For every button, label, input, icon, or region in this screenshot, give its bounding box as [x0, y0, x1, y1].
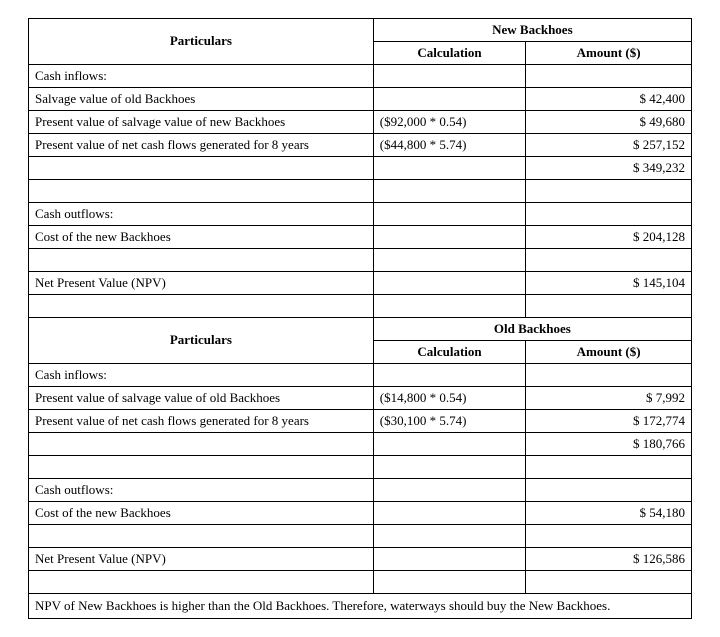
cell-amount: $ 49,680	[526, 111, 692, 134]
cell-calc	[373, 548, 525, 571]
cell-amount	[526, 180, 692, 203]
cell-amount: $ 54,180	[526, 502, 692, 525]
row-label: Present value of salvage value of old Ba…	[29, 387, 374, 410]
cell-calc	[373, 180, 525, 203]
table-row: Cash outflows:	[29, 479, 692, 502]
inflows-heading: Cash inflows:	[29, 65, 374, 88]
row-label: Present value of net cash flows generate…	[29, 410, 374, 433]
inflows-total: $ 180,766	[526, 433, 692, 456]
cell-amount: $ 42,400	[526, 88, 692, 111]
cell-calc	[373, 571, 525, 594]
table-row	[29, 295, 692, 318]
amount-header: Amount ($)	[526, 341, 692, 364]
cell-calc	[373, 203, 525, 226]
table-row	[29, 249, 692, 272]
row-label	[29, 180, 374, 203]
table-row: Present value of net cash flows generate…	[29, 410, 692, 433]
npv-comparison-table: Particulars New Backhoes Calculation Amo…	[28, 18, 692, 619]
outflows-heading: Cash outflows:	[29, 203, 374, 226]
cell-calc	[373, 65, 525, 88]
table-row: Cash outflows:	[29, 203, 692, 226]
cell-amount	[526, 295, 692, 318]
calculation-header: Calculation	[373, 42, 525, 65]
particulars-header: Particulars	[29, 19, 374, 65]
cell-calc: ($14,800 * 0.54)	[373, 387, 525, 410]
conclusion-text: NPV of New Backhoes is higher than the O…	[29, 594, 692, 619]
npv-amount: $ 126,586	[526, 548, 692, 571]
cell-calc	[373, 272, 525, 295]
table-row: $ 180,766	[29, 433, 692, 456]
row-label: Cost of the new Backhoes	[29, 226, 374, 249]
cell-amount	[526, 203, 692, 226]
table-row: Salvage value of old Backhoes $ 42,400	[29, 88, 692, 111]
row-label: Cost of the new Backhoes	[29, 502, 374, 525]
cell-calc: ($30,100 * 5.74)	[373, 410, 525, 433]
table-row	[29, 180, 692, 203]
cell-amount	[526, 65, 692, 88]
cell-calc	[373, 525, 525, 548]
table-row: Cash inflows:	[29, 364, 692, 387]
cell-calc	[373, 249, 525, 272]
cell-amount: $ 172,774	[526, 410, 692, 433]
npv-label: Net Present Value (NPV)	[29, 272, 374, 295]
conclusion-row: NPV of New Backhoes is higher than the O…	[29, 594, 692, 619]
npv-amount: $ 145,104	[526, 272, 692, 295]
cell-calc	[373, 157, 525, 180]
row-label	[29, 456, 374, 479]
row-label	[29, 433, 374, 456]
cell-calc	[373, 433, 525, 456]
cell-calc	[373, 479, 525, 502]
table-row: Present value of net cash flows generate…	[29, 134, 692, 157]
particulars-header: Particulars	[29, 318, 374, 364]
cell-calc	[373, 295, 525, 318]
cell-calc	[373, 226, 525, 249]
row-label: Present value of salvage value of new Ba…	[29, 111, 374, 134]
row-label	[29, 157, 374, 180]
old-backhoes-title: Old Backhoes	[373, 318, 691, 341]
row-label	[29, 249, 374, 272]
cell-calc: ($92,000 * 0.54)	[373, 111, 525, 134]
cell-amount: $ 257,152	[526, 134, 692, 157]
row-label: Present value of net cash flows generate…	[29, 134, 374, 157]
row-label	[29, 571, 374, 594]
table-row: Present value of salvage value of new Ba…	[29, 111, 692, 134]
cell-amount: $ 204,128	[526, 226, 692, 249]
cell-calc: ($44,800 * 5.74)	[373, 134, 525, 157]
cell-calc	[373, 88, 525, 111]
table-row: $ 349,232	[29, 157, 692, 180]
cell-amount	[526, 571, 692, 594]
old-header-row-1: Particulars Old Backhoes	[29, 318, 692, 341]
new-backhoes-title: New Backhoes	[373, 19, 691, 42]
table-row: Present value of salvage value of old Ba…	[29, 387, 692, 410]
cell-amount: $ 7,992	[526, 387, 692, 410]
table-row: Net Present Value (NPV) $ 145,104	[29, 272, 692, 295]
new-header-row-1: Particulars New Backhoes	[29, 19, 692, 42]
table-row: Cost of the new Backhoes $ 204,128	[29, 226, 692, 249]
table-row: Cost of the new Backhoes $ 54,180	[29, 502, 692, 525]
amount-header: Amount ($)	[526, 42, 692, 65]
table-row	[29, 525, 692, 548]
table-row: Cash inflows:	[29, 65, 692, 88]
inflows-heading: Cash inflows:	[29, 364, 374, 387]
table-row	[29, 456, 692, 479]
cell-calc	[373, 502, 525, 525]
cell-amount	[526, 249, 692, 272]
table-row	[29, 571, 692, 594]
row-label: Salvage value of old Backhoes	[29, 88, 374, 111]
outflows-heading: Cash outflows:	[29, 479, 374, 502]
cell-calc	[373, 456, 525, 479]
npv-label: Net Present Value (NPV)	[29, 548, 374, 571]
cell-amount	[526, 479, 692, 502]
cell-amount	[526, 525, 692, 548]
cell-calc	[373, 364, 525, 387]
cell-amount	[526, 456, 692, 479]
inflows-total: $ 349,232	[526, 157, 692, 180]
table-row: Net Present Value (NPV) $ 126,586	[29, 548, 692, 571]
cell-amount	[526, 364, 692, 387]
calculation-header: Calculation	[373, 341, 525, 364]
row-label	[29, 295, 374, 318]
row-label	[29, 525, 374, 548]
